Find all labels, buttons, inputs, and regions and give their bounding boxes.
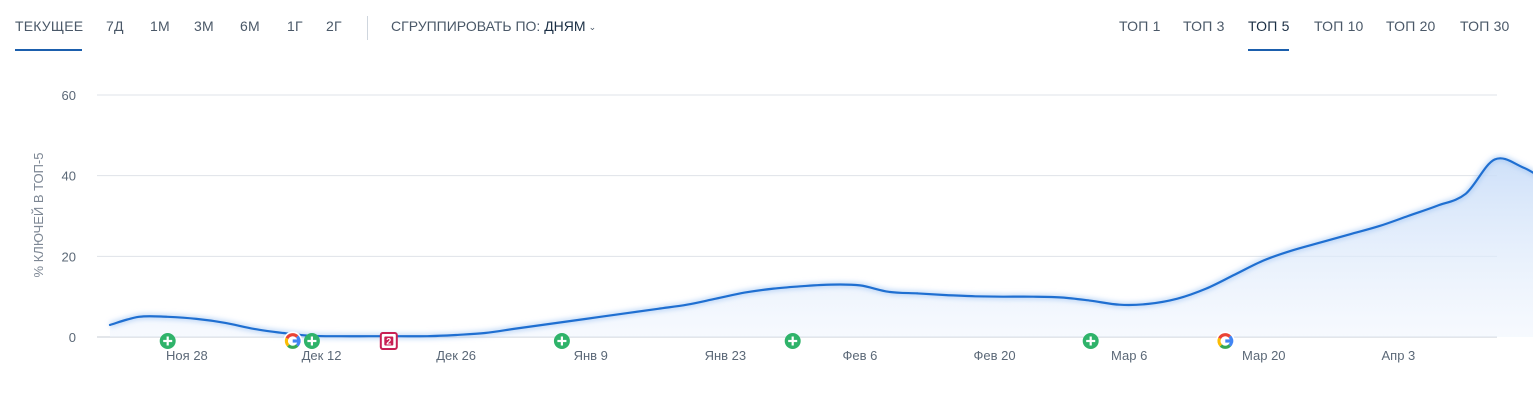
x-tick-label: Ноя 28 <box>166 348 208 363</box>
group-by-value[interactable]: ДНЯМ <box>544 18 586 34</box>
add-event-icon[interactable] <box>784 333 801 349</box>
period-tab-1m[interactable]: 1М <box>150 18 170 34</box>
add-event-icon[interactable] <box>303 333 320 349</box>
top-tab-1[interactable]: ТОП 1 <box>1119 18 1161 34</box>
x-tick-label: Дек 12 <box>302 348 342 363</box>
x-tick-label: Янв 23 <box>705 348 747 363</box>
group-by-control[interactable]: СГРУППИРОВАТЬ ПО: ДНЯМ ⌄ <box>391 18 596 34</box>
period-tab-6m[interactable]: 6М <box>240 18 260 34</box>
chart-toolbar: ТЕКУЩЕЕ 7Д 1М 3М 6М 1Г 2Г СГРУППИРОВАТЬ … <box>0 0 1533 56</box>
top-tab-30[interactable]: ТОП 30 <box>1460 18 1510 34</box>
period-tab-7d[interactable]: 7Д <box>106 18 124 34</box>
top-tab-5[interactable]: ТОП 5 <box>1248 18 1290 34</box>
active-top-underline <box>1248 49 1289 51</box>
x-tick-label: Фев 6 <box>843 348 878 363</box>
y-axis-label: % КЛЮЧЕЙ В ТОП-5 <box>31 153 46 278</box>
x-tick-label: Дек 26 <box>436 348 476 363</box>
series-area <box>110 158 1533 337</box>
period-tab-1y[interactable]: 1Г <box>287 18 303 34</box>
top-tab-20[interactable]: ТОП 20 <box>1386 18 1436 34</box>
y-tick-label: 40 <box>62 169 76 184</box>
x-tick-label: Апр 3 <box>1382 348 1416 363</box>
period-tab-2y[interactable]: 2Г <box>326 18 342 34</box>
period-tab-3m[interactable]: 3М <box>194 18 214 34</box>
add-event-icon[interactable] <box>159 333 176 349</box>
chevron-down-icon[interactable]: ⌄ <box>588 22 597 32</box>
add-event-icon[interactable] <box>1082 333 1099 349</box>
top-tab-10[interactable]: ТОП 10 <box>1314 18 1364 34</box>
x-tick-label: Мар 20 <box>1242 348 1286 363</box>
top-tab-3[interactable]: ТОП 3 <box>1183 18 1225 34</box>
x-tick-label: Мар 6 <box>1111 348 1147 363</box>
y-tick-label: 20 <box>62 249 76 264</box>
group-by-label: СГРУППИРОВАТЬ ПО: <box>391 18 541 34</box>
update-event-icon[interactable]: 2 <box>379 332 398 350</box>
toolbar-divider <box>367 16 368 40</box>
y-tick-label: 0 <box>69 330 76 345</box>
google-update-icon[interactable] <box>283 331 303 351</box>
add-event-icon[interactable] <box>553 333 570 349</box>
x-tick-label: Фев 20 <box>974 348 1016 363</box>
svg-text:2: 2 <box>386 337 391 347</box>
y-tick-label: 60 <box>62 88 76 103</box>
active-period-underline <box>15 49 82 51</box>
series-line <box>108 157 1533 338</box>
google-update-icon[interactable] <box>1215 331 1235 351</box>
x-tick-label: Янв 9 <box>574 348 608 363</box>
period-tab-current[interactable]: ТЕКУЩЕЕ <box>15 18 84 34</box>
